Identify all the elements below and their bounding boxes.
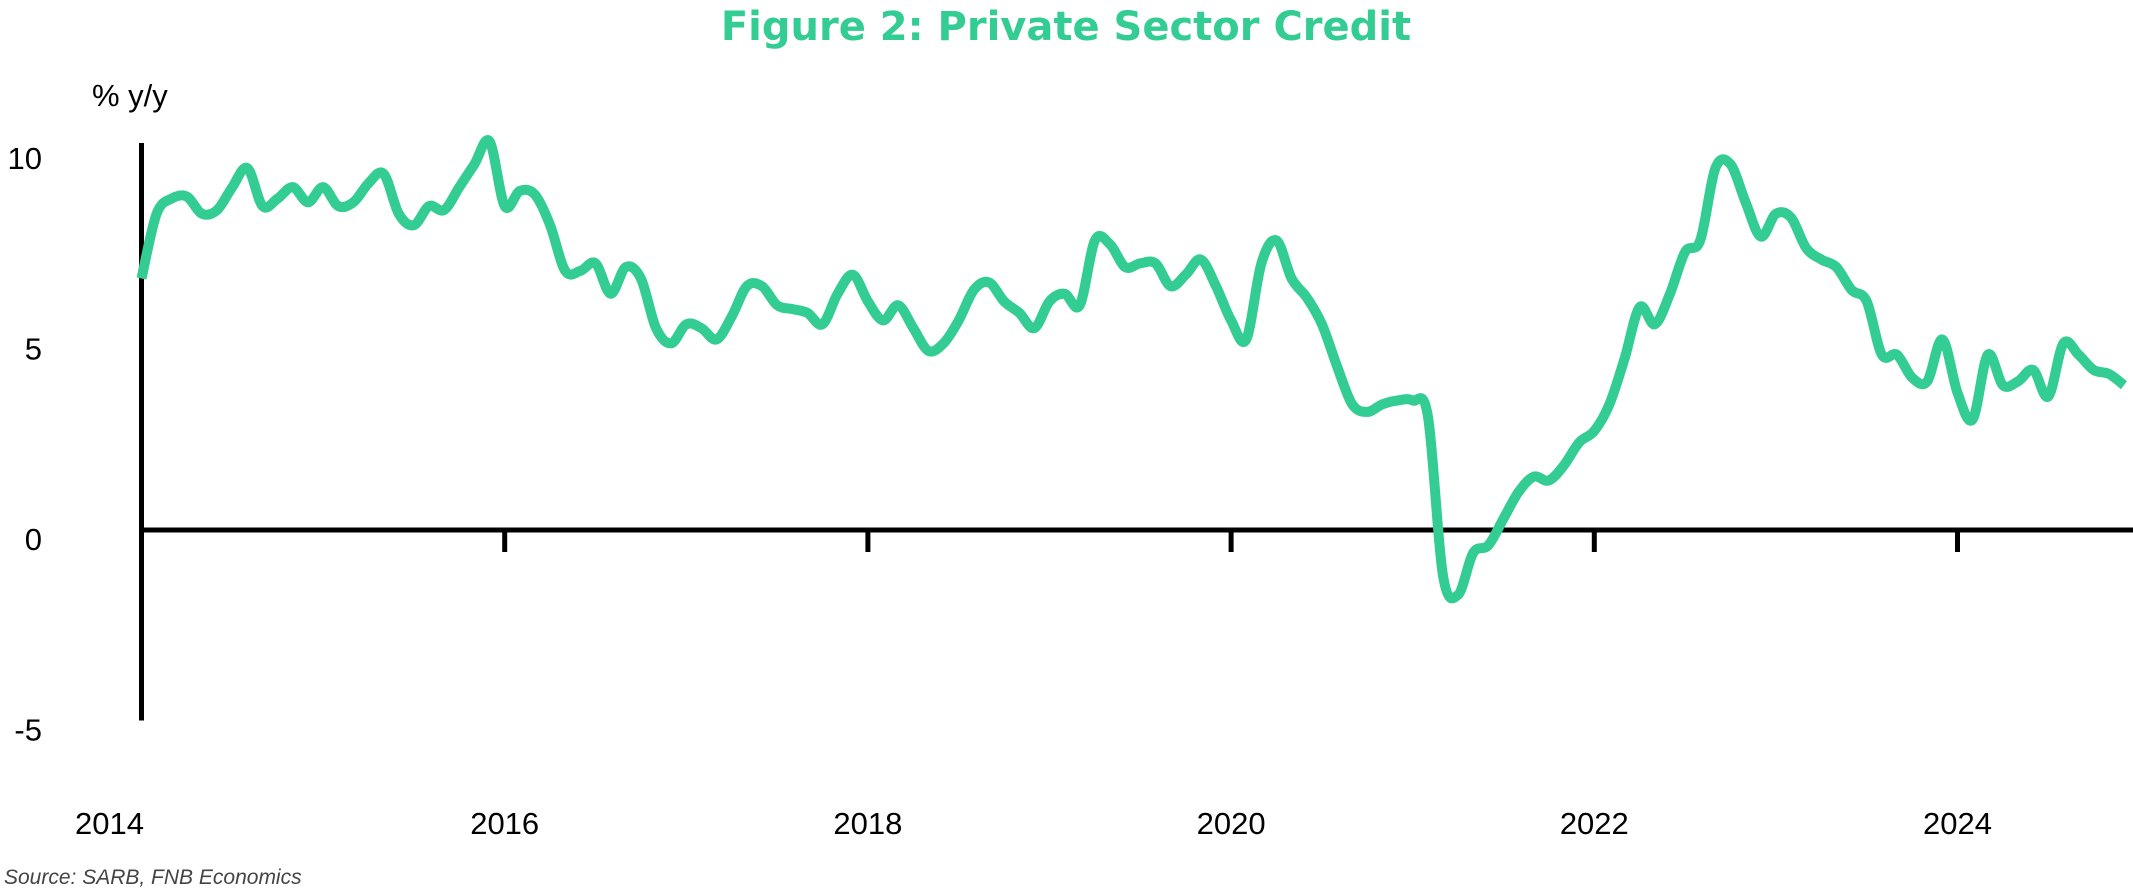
y-tick-label: 10 [8, 141, 42, 176]
series-line [136, 135, 2128, 604]
series-group [136, 135, 2128, 604]
x-tick-label: 2020 [1197, 806, 1266, 841]
y-tick-label: 5 [25, 332, 42, 367]
y-axis-label: % y/y [92, 78, 168, 113]
x-tick-labels: 2014 2016 2018 2020 2022 2024 [75, 806, 1992, 841]
chart-title: Figure 2: Private Sector Credit [721, 4, 1411, 50]
x-tick-label: 2014 [75, 806, 144, 841]
x-tick-label: 2016 [470, 806, 539, 841]
y-tick-labels: 10 5 0 -5 [8, 141, 42, 748]
x-tick-label: 2024 [1923, 806, 1992, 841]
x-tick-label: 2022 [1560, 806, 1629, 841]
y-tick-label: 0 [25, 522, 42, 557]
x-tick-label: 2018 [833, 806, 902, 841]
axes [139, 143, 2133, 721]
y-tick-label: -5 [14, 713, 42, 748]
source-note: Source: SARB, FNB Economics [4, 866, 302, 889]
